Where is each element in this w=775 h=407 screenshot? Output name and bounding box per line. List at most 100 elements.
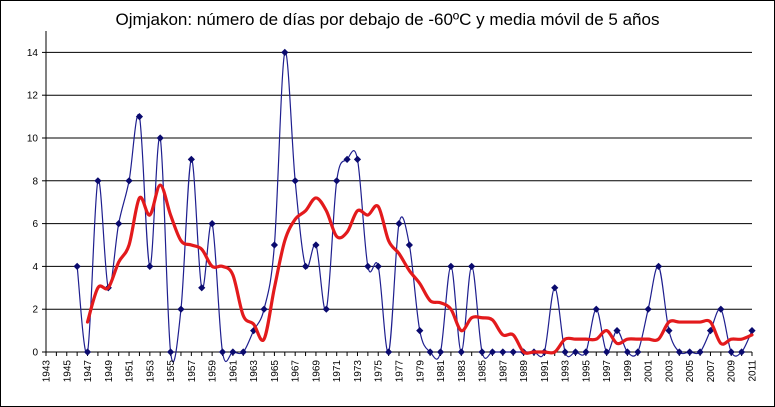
data-point-1973	[353, 155, 362, 163]
y-tick-label: 8	[32, 176, 38, 187]
annual-days-line	[76, 51, 753, 363]
data-point-1957	[187, 155, 195, 163]
x-tick-label: 1981	[436, 360, 447, 383]
data-point-1965	[270, 241, 279, 249]
data-point-1980	[426, 348, 434, 356]
data-point-1995	[582, 348, 590, 356]
data-point-1976	[385, 348, 393, 356]
data-point-1964	[260, 305, 268, 313]
x-tick-label: 1977	[395, 360, 406, 383]
x-tick-label: 2011	[748, 360, 759, 382]
data-point-1948	[94, 177, 102, 185]
x-tick-label: 1963	[249, 360, 260, 383]
chart-title: Ojmjakon: número de días por debajo de -…	[115, 10, 660, 29]
x-tick-label: 1991	[540, 360, 551, 383]
data-point-1994	[571, 348, 580, 356]
data-point-1947	[83, 348, 92, 356]
x-tick-label: 1997	[602, 360, 613, 383]
data-point-2010	[738, 348, 746, 356]
data-point-1982	[447, 262, 455, 270]
data-point-1954	[156, 134, 164, 142]
data-point-1992	[551, 284, 559, 292]
data-point-2001	[644, 305, 652, 313]
x-tick-label: 1949	[104, 360, 115, 383]
x-tick-label: 1957	[187, 360, 198, 383]
x-tick-label: 1999	[623, 360, 634, 383]
data-point-1975	[374, 262, 382, 270]
data-point-1984	[468, 262, 476, 270]
tick-label-layer: 0 2 4 6 8 10 12 14 1943 1945 1947 1949 1951 1953 1955 1…	[27, 48, 759, 382]
data-point-1999	[623, 348, 632, 356]
x-tick-label: 1987	[498, 360, 509, 383]
x-tick-label: 1973	[353, 360, 364, 383]
axis-layer	[42, 31, 753, 356]
y-tick-label: 2	[32, 305, 38, 316]
data-point-1951	[125, 177, 133, 185]
x-tick-label: 1967	[291, 360, 302, 383]
data-point-1950	[115, 220, 123, 228]
data-point-1970	[322, 305, 330, 313]
data-point-1985	[478, 348, 486, 356]
data-point-1983	[457, 348, 465, 356]
data-point-1969	[312, 241, 320, 249]
data-point-1979	[416, 327, 424, 335]
x-tick-label: 1971	[332, 360, 343, 383]
x-tick-label: 1983	[457, 360, 468, 383]
x-tick-label: 1959	[208, 360, 219, 383]
data-point-2002	[654, 262, 663, 270]
x-tick-label: 2005	[685, 360, 696, 383]
data-point-1972	[343, 155, 351, 163]
series-layer	[73, 48, 756, 363]
x-tick-label: 1943	[42, 360, 53, 383]
x-tick-label: 1975	[374, 360, 385, 383]
data-point-1971	[333, 177, 341, 185]
grid-layer	[46, 51, 752, 310]
x-tick-label: 1961	[228, 360, 239, 383]
data-point-1974	[364, 262, 372, 270]
x-tick-label: 1945	[62, 360, 73, 383]
data-point-1962	[239, 348, 247, 356]
data-point-2004	[675, 348, 683, 356]
data-point-1955	[166, 348, 175, 356]
x-tick-label: 1989	[519, 360, 530, 383]
data-point-2000	[634, 348, 642, 356]
x-tick-label: 1979	[415, 360, 426, 383]
x-tick-label: 2003	[664, 360, 675, 383]
data-point-1956	[177, 305, 185, 313]
data-point-1966	[281, 48, 289, 56]
y-tick-label: 4	[32, 262, 38, 273]
x-tick-label: 1993	[561, 360, 572, 383]
x-tick-label: 1965	[270, 360, 281, 383]
data-point-1988	[509, 348, 517, 356]
y-tick-label: 12	[27, 91, 39, 102]
data-point-1996	[592, 305, 600, 313]
data-point-2005	[686, 348, 694, 356]
y-tick-label: 14	[27, 48, 39, 59]
data-point-1986	[488, 348, 497, 356]
moving-average-line	[85, 183, 754, 355]
data-point-1946	[73, 262, 81, 270]
data-point-1953	[146, 262, 154, 270]
y-tick-label: 6	[32, 219, 38, 230]
data-point-2008	[717, 305, 725, 313]
data-point-1998	[613, 327, 621, 335]
data-point-1997	[603, 348, 611, 356]
x-tick-label: 1953	[145, 360, 156, 383]
data-point-2011	[748, 327, 756, 335]
data-point-1952	[135, 113, 144, 121]
data-point-2003	[665, 327, 673, 335]
data-point-1987	[499, 348, 507, 356]
y-tick-label: 0	[32, 348, 38, 359]
x-tick-label: 2007	[706, 360, 717, 383]
x-tick-label: 2009	[727, 360, 738, 383]
data-point-2007	[706, 327, 715, 335]
data-point-1981	[436, 348, 445, 356]
data-point-1978	[405, 241, 413, 249]
x-tick-label: 1985	[478, 360, 489, 383]
data-point-1977	[395, 220, 403, 228]
data-point-1961	[229, 348, 237, 356]
data-point-1993	[561, 348, 569, 356]
data-point-1960	[218, 348, 227, 356]
data-point-1963	[250, 327, 258, 335]
